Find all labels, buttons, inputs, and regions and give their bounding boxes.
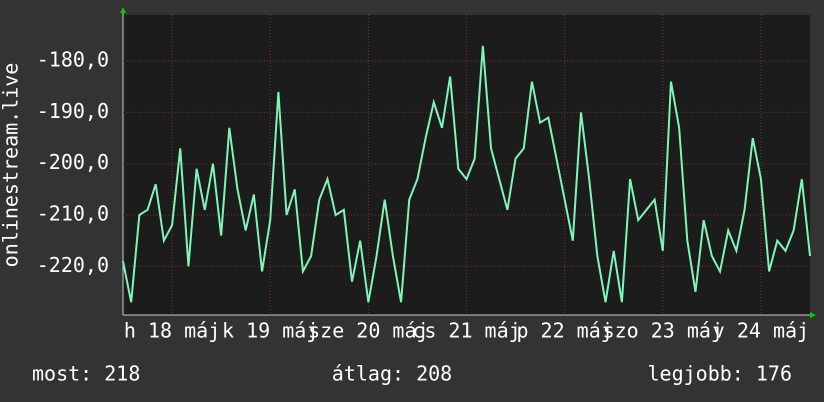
y-tick-label: -210,0 (37, 202, 109, 226)
data-line (122, 45, 811, 303)
y-tick-label: -180,0 (37, 48, 109, 72)
x-tick-label: cs 21 máj (412, 319, 520, 343)
stat: legjobb: 176 (648, 362, 793, 386)
x-tick-label: szo 23 máj (603, 319, 723, 343)
x-tick-label: k 19 máj (222, 319, 318, 343)
stat: most: 218 (32, 362, 140, 386)
stat: átlag: 208 (332, 362, 452, 386)
y-tick-label: -200,0 (37, 150, 109, 174)
x-tick-label: p 22 máj (516, 319, 612, 343)
x-tick-label: v 24 máj (713, 319, 809, 343)
y-tick-label: -190,0 (37, 99, 109, 123)
y-tick-label: -220,0 (37, 253, 109, 277)
axis-arrow (120, 7, 126, 13)
y-axis-title: onlinestream.live (0, 63, 23, 268)
x-tick-label: sze 20 máj (308, 319, 428, 343)
axis-arrow (810, 312, 816, 318)
x-tick-label: h 18 máj (124, 319, 220, 343)
